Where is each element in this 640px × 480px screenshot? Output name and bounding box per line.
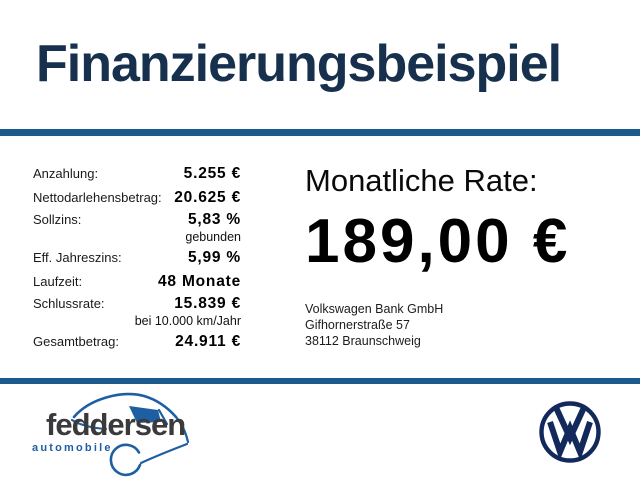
dealer-name-text: feddersen (46, 407, 185, 442)
car-window-shape (129, 406, 161, 423)
table-row: Schlussrate: 15.839 € bei 10.000 km/Jahr (33, 295, 241, 329)
feddersen-dealer-logo: feddersen automobile (32, 392, 190, 477)
row-label: Nettodarlehensbetrag: (33, 190, 162, 205)
monthly-rate-amount: 189,00 € (305, 207, 571, 276)
row-label: Schlussrate: (33, 296, 105, 311)
finance-details-table: Anzahlung: 5.255 € Nettodarlehensbetrag:… (33, 165, 241, 351)
row-value: 5,83 % (187, 211, 241, 228)
dealer-subtitle-text: automobile (32, 442, 113, 454)
row-label: Sollzins: (33, 212, 82, 227)
table-row: Anzahlung: 5.255 € (33, 165, 241, 183)
row-value: 48 Monate (158, 273, 241, 290)
car-sketch-icon (70, 392, 190, 477)
monthly-rate-label: Monatliche Rate: (305, 163, 538, 198)
table-row: Eff. Jahreszins: 5,99 % (33, 249, 241, 267)
table-row: Gesamtbetrag: 24.911 € (33, 333, 241, 351)
row-note: bei 10.000 km/Jahr (134, 314, 241, 328)
table-row: Nettodarlehensbetrag: 20.625 € (33, 189, 241, 207)
bottom-divider (0, 378, 640, 384)
row-value: 24.911 € (175, 333, 241, 350)
volkswagen-logo-icon (539, 401, 601, 463)
bank-name: Volkswagen Bank GmbH (305, 302, 444, 316)
row-value: 5,99 % (187, 249, 241, 266)
bank-address: Volkswagen Bank GmbH Gifhornerstraße 57 … (305, 301, 443, 349)
bank-street: Gifhornerstraße 57 (305, 318, 410, 332)
row-value: 20.625 € (174, 189, 241, 206)
row-label: Gesamtbetrag: (33, 334, 119, 349)
row-label: Anzahlung: (33, 166, 99, 181)
table-row: Sollzins: 5,83 % gebunden (33, 211, 241, 245)
table-row: Laufzeit: 48 Monate (33, 273, 241, 291)
row-label: Eff. Jahreszins: (33, 250, 122, 265)
row-label: Laufzeit: (33, 274, 83, 289)
top-divider (0, 129, 640, 136)
row-value: 15.839 € (174, 295, 241, 312)
row-note: gebunden (185, 230, 241, 244)
row-value: 5.255 € (183, 165, 241, 182)
bank-city: 38112 Braunschweig (305, 334, 421, 348)
page-title: Finanzierungsbeispiel (36, 35, 562, 93)
